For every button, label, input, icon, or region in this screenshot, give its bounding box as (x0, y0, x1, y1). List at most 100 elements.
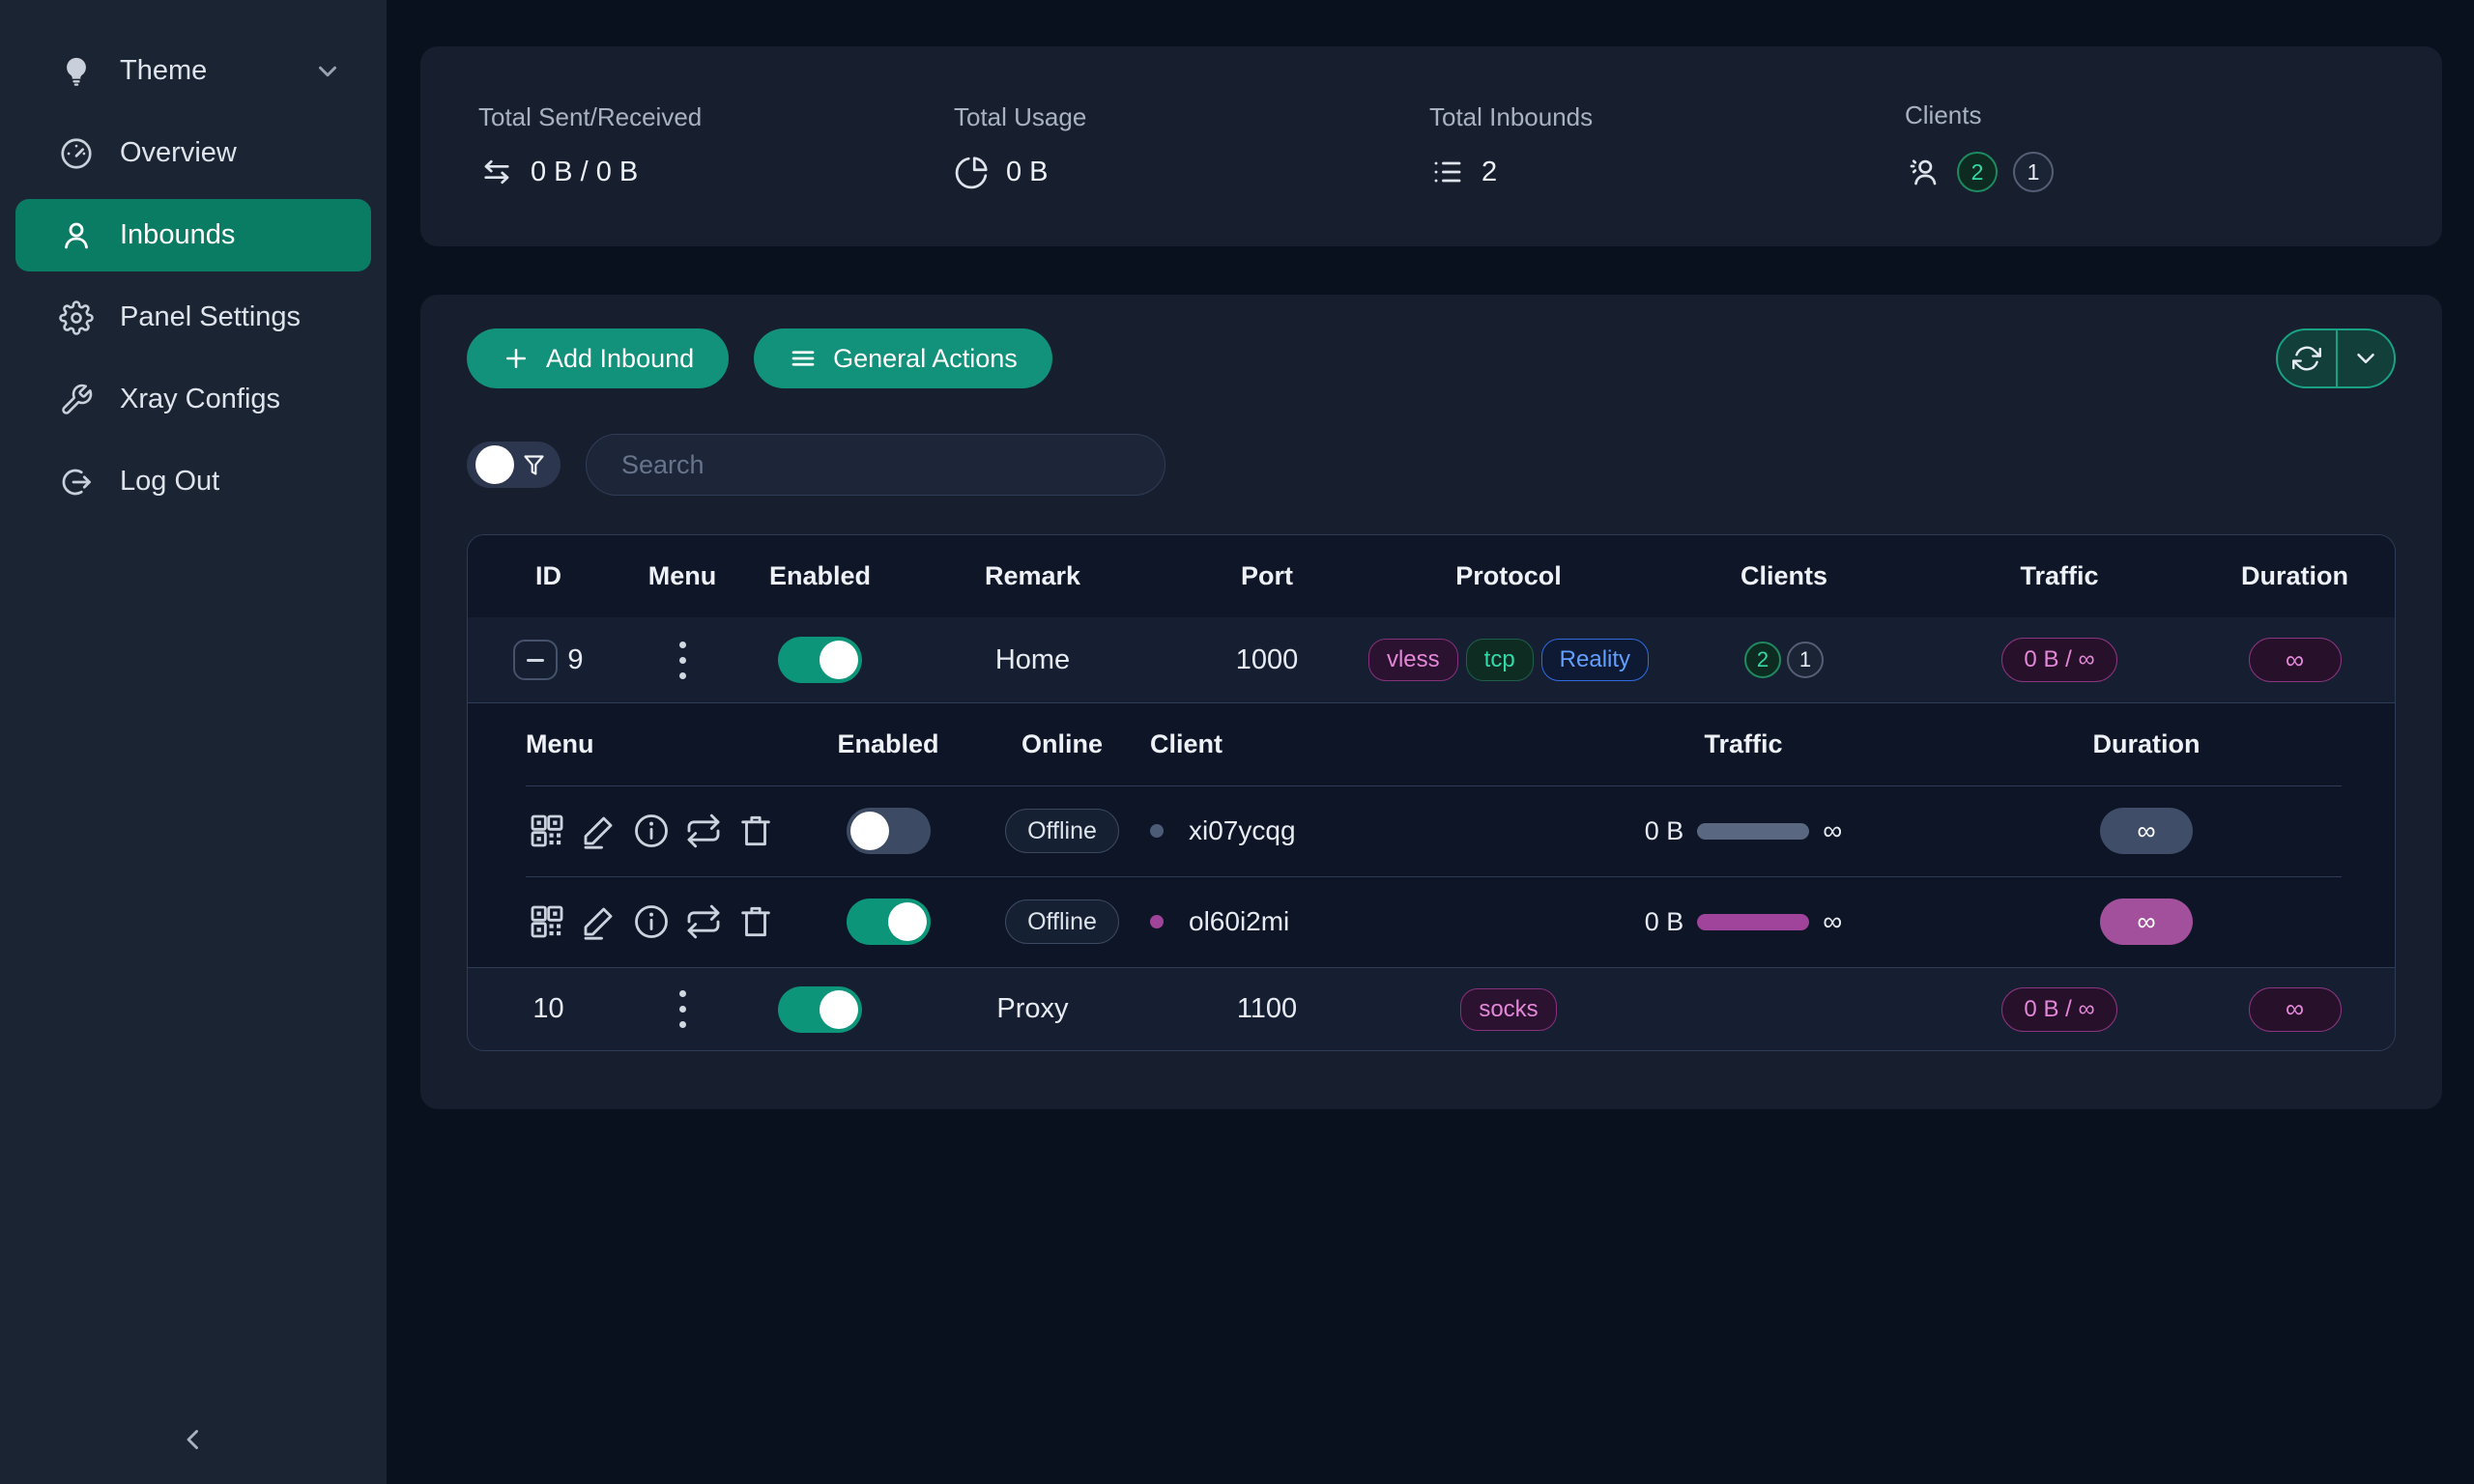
search-input[interactable] (586, 434, 1165, 496)
sidebar-item-panel-settings[interactable]: Panel Settings (15, 281, 371, 354)
general-actions-button[interactable]: General Actions (754, 328, 1052, 388)
traffic-progress-bar (1697, 913, 1810, 930)
subtable-header: Menu Enabled Online Client Traffic Durat… (468, 703, 2395, 785)
table-row: 9 Home 1000 vless tcp Reality 2 1 (468, 617, 2395, 702)
sub-col-client: Client (1150, 729, 1223, 758)
reset-traffic-icon[interactable] (682, 810, 725, 852)
delete-icon[interactable] (734, 810, 777, 852)
protocol-badge-reality: Reality (1540, 639, 1650, 681)
row-menu-button[interactable] (672, 634, 694, 687)
user-icon (58, 217, 95, 254)
refresh-options-button[interactable] (2336, 330, 2394, 386)
stat-label: Total Inbounds (1429, 102, 1594, 131)
online-status-badge: Offline (1005, 809, 1119, 853)
sidebar-item-label: Panel Settings (120, 301, 302, 332)
lightbulb-icon (58, 53, 95, 90)
online-status-badge: Offline (1005, 899, 1119, 944)
client-enabled-toggle[interactable] (846, 808, 931, 854)
transfer-arrows-icon (478, 154, 515, 190)
stats-card: Total Sent/Received 0 B / 0 B Total Usag… (420, 46, 2442, 246)
col-header-traffic: Traffic (2020, 561, 2099, 590)
qr-code-icon[interactable] (526, 810, 568, 852)
protocol-badge-socks: socks (1460, 987, 1557, 1031)
col-header-menu: Menu (647, 561, 717, 590)
table-row: 10 Proxy 1100 socks 0 B / ∞ ∞ (468, 968, 2395, 1050)
refresh-split-button (2276, 328, 2396, 388)
logout-icon (58, 464, 95, 500)
stat-label: Total Sent/Received (478, 102, 703, 131)
sidebar-item-label: Inbounds (120, 219, 236, 250)
sidebar-item-xray-configs[interactable]: Xray Configs (15, 363, 371, 436)
client-name: ol60i2mi (1189, 906, 1290, 936)
enabled-toggle[interactable] (778, 985, 862, 1033)
sidebar-item-overview[interactable]: Overview (15, 117, 371, 189)
client-subtable: Menu Enabled Online Client Traffic Durat… (468, 702, 2395, 968)
chevron-left-icon (187, 1430, 198, 1449)
stat-total-sent-received: Total Sent/Received 0 B / 0 B (478, 102, 954, 190)
client-color-dot (1150, 824, 1164, 838)
chevron-down-icon (313, 57, 342, 86)
traffic-limit: ∞ (1823, 815, 1843, 845)
delete-icon[interactable] (734, 900, 777, 943)
theme-label: Theme (120, 55, 208, 86)
sidebar-item-log-out[interactable]: Log Out (15, 445, 371, 518)
filter-toggle[interactable] (467, 442, 561, 488)
chevron-down-icon (2357, 354, 2374, 363)
row-port: 1100 (1236, 993, 1298, 1024)
client-name: xi07ycqg (1189, 815, 1296, 845)
stat-total-usage: Total Usage 0 B (954, 102, 1429, 190)
row-menu-button[interactable] (672, 983, 694, 1036)
sub-col-online: Online (1021, 729, 1103, 758)
sidebar-item-label: Overview (120, 137, 237, 168)
pie-chart-icon (954, 154, 991, 190)
client-enabled-toggle[interactable] (846, 899, 931, 945)
reset-traffic-icon[interactable] (682, 900, 725, 943)
stat-label: Clients (1905, 100, 1982, 129)
hamburger-icon (789, 344, 818, 373)
row-id: 10 (532, 993, 564, 1024)
wrench-icon (58, 382, 95, 418)
info-icon[interactable] (630, 900, 673, 943)
collapse-row-button[interactable] (513, 640, 559, 680)
col-header-remark: Remark (984, 561, 1081, 590)
main-content: Total Sent/Received 0 B / 0 B Total Usag… (387, 0, 2474, 1484)
client-row: Offline ol60i2mi 0 B ∞ (468, 876, 2395, 967)
add-inbound-button[interactable]: Add Inbound (467, 328, 730, 388)
stat-total-inbounds: Total Inbounds 2 (1429, 102, 1905, 190)
stat-value-text: 2 (1482, 156, 1498, 187)
protocol-badge-vless: vless (1367, 639, 1458, 681)
sidebar: Theme Overview Inbounds Panel Settings (0, 0, 387, 1484)
general-actions-label: General Actions (833, 343, 1018, 373)
col-header-clients: Clients (1740, 561, 1828, 590)
sub-col-duration: Duration (2092, 729, 2201, 758)
client-duration-badge: ∞ (2100, 899, 2193, 945)
refresh-button[interactable] (2278, 330, 2336, 386)
toggle-knob (475, 445, 514, 484)
col-header-port: Port (1241, 561, 1293, 590)
stat-label: Total Usage (954, 102, 1087, 131)
sidebar-collapse-button[interactable] (172, 1418, 215, 1461)
edit-icon[interactable] (578, 810, 620, 852)
row-port: 1000 (1235, 643, 1299, 675)
client-row: Offline xi07ycqg 0 B ∞ (468, 785, 2395, 876)
info-icon[interactable] (630, 810, 673, 852)
sidebar-item-label: Xray Configs (120, 384, 281, 414)
stat-clients: Clients 2 1 (1905, 100, 2380, 192)
enabled-toggle[interactable] (778, 637, 862, 683)
traffic-used: 0 B (1644, 815, 1684, 845)
row-clients-online-badge: 2 (1744, 642, 1781, 678)
edit-icon[interactable] (578, 900, 620, 943)
qr-code-icon[interactable] (526, 900, 568, 943)
sub-col-traffic: Traffic (1704, 729, 1783, 758)
add-inbound-label: Add Inbound (546, 343, 695, 373)
row-remark: Home (994, 643, 1071, 675)
sidebar-item-inbounds[interactable]: Inbounds (15, 199, 371, 271)
row-remark: Proxy (996, 993, 1069, 1024)
row-traffic-badge: 0 B / ∞ (2001, 638, 2117, 682)
gear-icon (58, 300, 95, 336)
traffic-progress-bar (1697, 822, 1810, 840)
col-header-protocol: Protocol (1455, 561, 1562, 590)
theme-selector[interactable]: Theme (15, 35, 371, 107)
gauge-icon (58, 135, 95, 172)
